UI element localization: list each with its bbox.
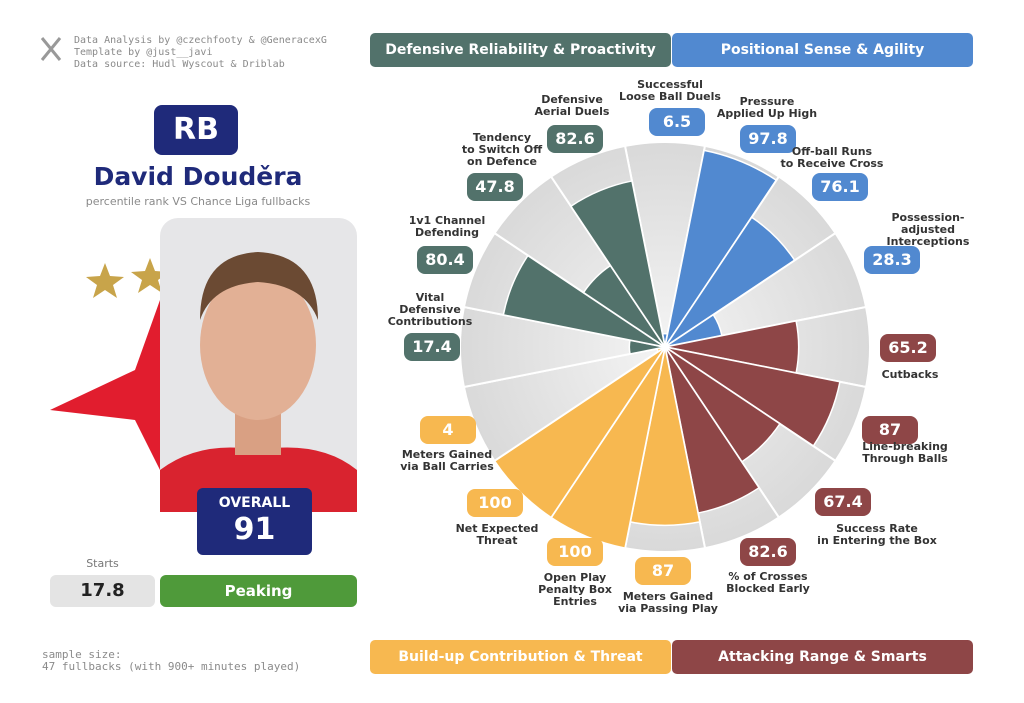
value-label: 80.4 [417, 246, 473, 274]
overall-value: 91 [233, 512, 276, 547]
legend-item: Positional Sense & Agility [672, 33, 973, 67]
sample-size: 47 fullbacks (with 900+ minutes played) [42, 660, 301, 673]
starts-label: Starts [86, 557, 119, 570]
red-star [50, 290, 170, 480]
legend-item: Defensive Reliability & Proactivity [370, 33, 671, 67]
legend-item: Attacking Range & Smarts [672, 640, 973, 674]
overall-box [197, 488, 312, 555]
category-label: Meters Gained via Ball Carries [400, 448, 494, 473]
value-label: 76.1 [812, 173, 868, 201]
category-label: Vital Defensive Contributions [387, 291, 473, 328]
category-label: Off-ball Runs to Receive Cross [780, 145, 884, 170]
category-label: % of Crosses Blocked Early [726, 570, 810, 595]
category-label: Net Expected Threat [455, 522, 539, 547]
credit: Data source: Hudl Wyscout & Driblab [74, 59, 285, 70]
x-logo [40, 37, 62, 61]
pizza [459, 141, 871, 553]
value-label: 97.8 [740, 125, 796, 153]
sample-size: sample size: [42, 648, 122, 661]
form-box [160, 575, 357, 607]
value-label: 28.3 [864, 246, 920, 274]
legend-item: Build-up Contribution & Threat [370, 640, 671, 674]
category-label: Defensive Aerial Duels [534, 93, 610, 118]
gold-star [131, 258, 169, 293]
category-label: Cutbacks [881, 368, 939, 381]
position: RB [173, 112, 219, 147]
value-label: 82.6 [547, 125, 603, 153]
value-label: 87 [635, 557, 691, 585]
gold-star [86, 263, 124, 298]
category-label: 1v1 Channel Defending [408, 214, 486, 239]
value-label: 100 [467, 489, 523, 517]
value-label: 4 [420, 416, 476, 444]
category-label: Tendency to Switch Off on Defence [461, 131, 543, 168]
form: Peaking [224, 582, 293, 600]
value-label: 6.5 [649, 108, 705, 136]
overall-label: OVERALL [218, 495, 291, 511]
player-name: David Douděra [93, 162, 303, 191]
position-badge [154, 105, 238, 155]
category-label: Successful Loose Ball Duels [619, 78, 721, 103]
face [200, 270, 316, 420]
value-label: 87 [862, 416, 918, 444]
category-label: Pressure Applied Up High [716, 95, 818, 120]
starts-value: 17.8 [80, 580, 125, 601]
category-label: Line-breaking Through Balls [862, 440, 948, 465]
category-label: Meters Gained via Passing Play [618, 590, 718, 615]
slice [569, 180, 666, 348]
category-label: Possession-adjusted Interceptions [886, 211, 970, 248]
value-label: 82.6 [740, 538, 796, 566]
credit: Data Analysis by @czechfooty & @Generace… [74, 35, 327, 46]
value-label: 65.2 [880, 334, 936, 362]
value-label: 17.4 [404, 333, 460, 361]
hair [200, 252, 318, 320]
category-label: Open Play Penalty Box Entries [538, 571, 612, 608]
value-label: 100 [547, 538, 603, 566]
category-label: Success Rate in Entering the Box [817, 522, 937, 547]
starts-box [50, 575, 155, 607]
subtitle: percentile rank VS Chance Liga fullbacks [85, 195, 311, 208]
value-label: 47.8 [467, 173, 523, 201]
value-label: 67.4 [815, 488, 871, 516]
credit: Template by @just__javi [74, 47, 213, 58]
